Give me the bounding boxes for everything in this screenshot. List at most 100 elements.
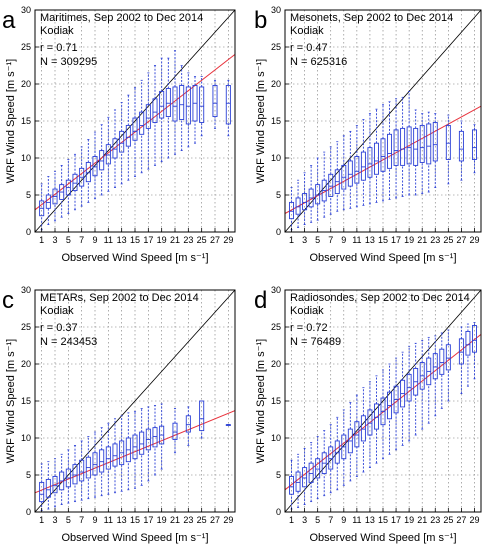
regression-line <box>35 54 235 211</box>
panel-title: Mesonets, Sep 2002 to Dec 2014 <box>290 12 453 24</box>
x-tick-label: 5 <box>66 235 71 245</box>
box-plot <box>445 329 451 402</box>
panel-subtitle: Kodiak <box>290 25 324 37</box>
box-plot <box>152 65 158 166</box>
x-tick-label: 25 <box>197 235 207 245</box>
panel-label: a <box>2 7 16 34</box>
box-iqr <box>465 330 471 356</box>
x-tick-label: 23 <box>430 235 440 245</box>
y-tick-label: 25 <box>271 322 281 332</box>
box-iqr <box>334 440 340 464</box>
box-plot <box>119 102 125 185</box>
box-iqr <box>112 443 118 467</box>
x-tick-label: 21 <box>170 235 180 245</box>
box-plot <box>360 387 366 473</box>
box-plot <box>328 424 334 494</box>
box-iqr <box>471 325 477 353</box>
x-tick-label: 3 <box>52 515 57 525</box>
y-axis-label: WRF Wind Speed [m s⁻¹] <box>255 59 267 183</box>
y-tick-label: 0 <box>276 507 281 517</box>
box-iqr <box>159 90 165 119</box>
x-tick-label: 17 <box>143 515 153 525</box>
y-tick-label: 15 <box>271 396 281 406</box>
box-iqr <box>328 446 334 470</box>
x-tick-label: 5 <box>315 235 320 245</box>
box-plot <box>393 357 399 451</box>
box-iqr <box>373 403 379 430</box>
box-iqr <box>199 400 205 432</box>
y-tick-label: 20 <box>271 359 281 369</box>
y-tick-label: 20 <box>21 79 31 89</box>
x-tick-label: 15 <box>130 235 140 245</box>
box-iqr <box>72 173 78 192</box>
y-tick-label: 25 <box>271 42 281 52</box>
box-plot <box>419 339 425 430</box>
panel-label: b <box>254 7 267 34</box>
panel-title: Maritimes, Sep 2002 to Dec 2014 <box>40 12 203 24</box>
x-tick-label: 7 <box>79 235 84 245</box>
box-iqr <box>315 184 321 205</box>
box-plot <box>179 65 185 152</box>
box-plot <box>165 57 171 159</box>
box-iqr <box>295 197 301 215</box>
x-tick-label: 27 <box>456 235 466 245</box>
box-plot <box>321 151 327 218</box>
box-plot <box>185 406 191 446</box>
box-plot <box>139 79 145 174</box>
stat-n: N = 309295 <box>40 56 97 68</box>
box-plot <box>125 412 131 491</box>
x-tick-label: 27 <box>210 515 220 525</box>
box-iqr <box>212 85 218 118</box>
box-iqr <box>39 481 45 503</box>
box-iqr <box>400 127 406 166</box>
y-tick-label: 30 <box>271 5 281 15</box>
box-plot <box>373 375 379 464</box>
box-plot <box>360 119 366 206</box>
panel-subtitle: Kodiak <box>40 305 74 317</box>
regression-line <box>35 410 235 494</box>
x-tick-label: 11 <box>104 235 113 245</box>
panel-a: 1 3 5 7 9 11 13 15 17 19 21 23 25 27 29051015202530Obs… <box>2 5 236 264</box>
box-iqr <box>367 147 373 178</box>
box-iqr <box>105 446 111 470</box>
box-plot <box>380 104 386 202</box>
panel-subtitle: Kodiak <box>40 25 74 37</box>
box-plot <box>393 98 399 199</box>
panel-c: 1 3 5 7 9 11 13 15 17 19 21 23 25 27 29051015202530Obs… <box>2 285 236 544</box>
box-plot <box>145 72 151 170</box>
regression-line <box>285 334 481 491</box>
box-iqr <box>439 348 445 375</box>
panel-title: METARs, Sep 2002 to Dec 2014 <box>40 292 199 304</box>
x-tick-label: 25 <box>443 235 453 245</box>
y-tick-label: 10 <box>21 153 31 163</box>
y-axis-label: WRF Wind Speed [m s⁻¹] <box>255 339 267 463</box>
box-plot <box>354 394 360 477</box>
box-iqr <box>308 462 314 483</box>
plot-content <box>285 10 481 232</box>
box-iqr <box>295 471 301 492</box>
box-plot <box>302 172 308 226</box>
box-iqr <box>125 124 131 147</box>
box-iqr <box>225 85 231 125</box>
box-plot <box>400 96 406 197</box>
box-iqr <box>289 476 295 495</box>
box-plot <box>152 405 158 476</box>
x-tick-label: 27 <box>456 515 466 525</box>
x-tick-label: 9 <box>341 515 346 525</box>
x-tick-label: 21 <box>417 235 427 245</box>
box-plot <box>172 50 178 155</box>
box-iqr <box>289 201 295 220</box>
box-iqr <box>139 111 145 135</box>
box-plot <box>59 164 65 218</box>
box-plot <box>432 335 438 417</box>
x-tick-label: 5 <box>315 515 320 525</box>
x-tick-label: 3 <box>302 515 307 525</box>
box-iqr <box>471 129 477 160</box>
x-tick-label: 23 <box>430 515 440 525</box>
box-iqr <box>45 194 51 209</box>
box-plot <box>432 113 438 189</box>
x-tick-label: 11 <box>352 515 361 525</box>
box-plot <box>380 369 386 460</box>
box-plot <box>45 176 51 226</box>
box-iqr <box>112 138 118 159</box>
